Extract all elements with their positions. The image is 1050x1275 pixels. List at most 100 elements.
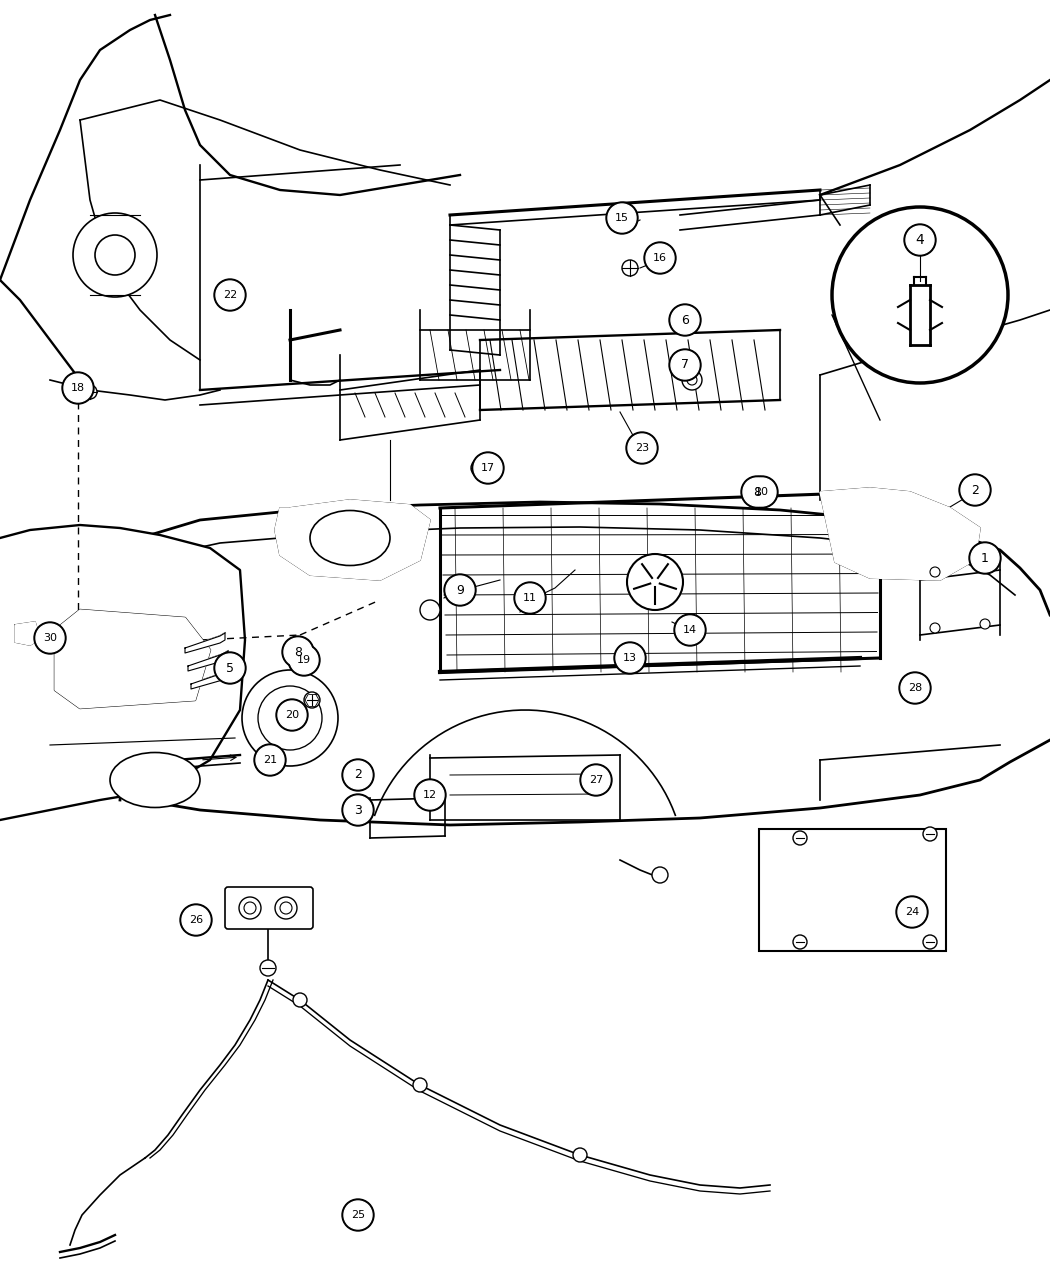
Polygon shape bbox=[191, 669, 231, 688]
Circle shape bbox=[344, 796, 372, 824]
Text: 2: 2 bbox=[354, 769, 362, 782]
Circle shape bbox=[214, 652, 246, 683]
Circle shape bbox=[793, 935, 807, 949]
Circle shape bbox=[36, 623, 64, 652]
Text: 21: 21 bbox=[262, 755, 277, 765]
Circle shape bbox=[242, 669, 338, 766]
Text: 16: 16 bbox=[653, 252, 667, 263]
Circle shape bbox=[275, 898, 297, 919]
Text: 17: 17 bbox=[481, 463, 495, 473]
Circle shape bbox=[280, 901, 292, 914]
Circle shape bbox=[216, 654, 244, 682]
Circle shape bbox=[971, 544, 999, 572]
Circle shape bbox=[216, 280, 244, 309]
Circle shape bbox=[896, 896, 928, 928]
Circle shape bbox=[606, 201, 638, 235]
Circle shape bbox=[743, 478, 771, 506]
Circle shape bbox=[282, 636, 314, 668]
Polygon shape bbox=[820, 488, 980, 580]
Text: 28: 28 bbox=[908, 683, 922, 694]
Text: 8: 8 bbox=[753, 486, 761, 499]
Polygon shape bbox=[15, 622, 38, 645]
Circle shape bbox=[180, 904, 212, 936]
Circle shape bbox=[969, 542, 1001, 574]
Circle shape bbox=[514, 581, 546, 615]
Text: 6: 6 bbox=[681, 314, 689, 326]
Circle shape bbox=[64, 374, 92, 402]
Circle shape bbox=[304, 692, 320, 708]
Circle shape bbox=[293, 993, 307, 1007]
Polygon shape bbox=[275, 500, 430, 580]
Circle shape bbox=[622, 260, 638, 275]
Circle shape bbox=[276, 699, 308, 731]
FancyBboxPatch shape bbox=[225, 887, 313, 929]
Text: 14: 14 bbox=[682, 625, 697, 635]
Polygon shape bbox=[0, 525, 245, 820]
Circle shape bbox=[516, 584, 544, 612]
Circle shape bbox=[899, 672, 931, 704]
Ellipse shape bbox=[310, 510, 390, 566]
Circle shape bbox=[687, 375, 697, 385]
Circle shape bbox=[74, 213, 158, 297]
Circle shape bbox=[414, 779, 446, 811]
Circle shape bbox=[83, 385, 97, 399]
Text: 15: 15 bbox=[615, 213, 629, 223]
Circle shape bbox=[446, 576, 474, 604]
Circle shape bbox=[254, 745, 286, 776]
Circle shape bbox=[669, 303, 701, 337]
Circle shape bbox=[582, 766, 610, 794]
Circle shape bbox=[256, 746, 284, 774]
Circle shape bbox=[741, 476, 773, 507]
Circle shape bbox=[626, 432, 658, 464]
Text: 1: 1 bbox=[981, 552, 989, 565]
Text: 7: 7 bbox=[681, 358, 689, 371]
Ellipse shape bbox=[110, 752, 200, 807]
Circle shape bbox=[416, 782, 444, 810]
Circle shape bbox=[182, 907, 210, 935]
Circle shape bbox=[580, 764, 612, 796]
Circle shape bbox=[62, 372, 94, 404]
Circle shape bbox=[748, 478, 776, 506]
Text: 23: 23 bbox=[635, 442, 649, 453]
Circle shape bbox=[474, 454, 502, 482]
Circle shape bbox=[94, 235, 135, 275]
Text: 20: 20 bbox=[285, 710, 299, 720]
Text: 27: 27 bbox=[589, 775, 603, 785]
Circle shape bbox=[278, 701, 306, 729]
Circle shape bbox=[901, 674, 929, 703]
Circle shape bbox=[923, 827, 937, 842]
Circle shape bbox=[682, 370, 702, 390]
Text: 8: 8 bbox=[294, 645, 302, 658]
Text: 25: 25 bbox=[351, 1210, 365, 1220]
Circle shape bbox=[608, 204, 636, 232]
Circle shape bbox=[644, 242, 676, 274]
Circle shape bbox=[980, 618, 990, 629]
Circle shape bbox=[904, 224, 936, 256]
Circle shape bbox=[746, 476, 778, 507]
Text: 4: 4 bbox=[916, 233, 924, 247]
Circle shape bbox=[669, 349, 701, 381]
Circle shape bbox=[906, 226, 934, 254]
Polygon shape bbox=[185, 632, 225, 653]
Circle shape bbox=[344, 761, 372, 789]
Text: 10: 10 bbox=[755, 487, 769, 497]
Text: 11: 11 bbox=[523, 593, 537, 603]
Circle shape bbox=[342, 1198, 374, 1230]
Polygon shape bbox=[188, 652, 228, 671]
Circle shape bbox=[961, 476, 989, 504]
Polygon shape bbox=[55, 609, 210, 708]
Circle shape bbox=[342, 794, 374, 826]
Text: 19: 19 bbox=[297, 655, 311, 666]
Circle shape bbox=[302, 652, 318, 668]
Circle shape bbox=[290, 646, 318, 674]
Circle shape bbox=[471, 459, 489, 477]
Circle shape bbox=[898, 898, 926, 926]
Circle shape bbox=[472, 453, 504, 484]
Circle shape bbox=[258, 686, 322, 750]
Text: 22: 22 bbox=[223, 289, 237, 300]
Circle shape bbox=[959, 474, 991, 506]
Circle shape bbox=[239, 898, 261, 919]
Circle shape bbox=[627, 555, 683, 609]
Circle shape bbox=[676, 616, 704, 644]
Text: 2: 2 bbox=[971, 483, 979, 496]
